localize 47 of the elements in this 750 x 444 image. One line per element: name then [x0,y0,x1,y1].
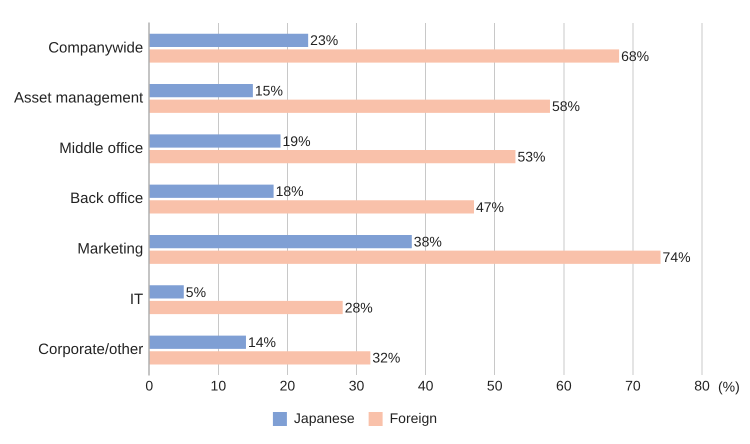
x-tick-label: 20 [280,377,296,394]
bar [150,234,412,248]
bar [150,300,343,314]
bar [150,49,620,63]
y-tick-label: Back office [70,190,144,208]
y-tick-label: Companywide [48,39,144,56]
data-label: 28% [344,299,373,316]
bar [150,184,274,198]
data-label: 47% [476,198,504,215]
x-tick-label: 40 [418,377,434,394]
y-tick-label: Asset management [14,90,144,107]
data-label: 14% [248,334,276,350]
x-tick-label: 60 [556,377,572,394]
bar [150,336,246,349]
data-label: 32% [372,350,400,366]
bar [150,351,370,364]
x-tick-label: 70 [625,377,641,394]
data-label: 15% [254,82,283,99]
x-axis-title: (%) [718,378,740,394]
bar [150,285,184,299]
x-tick-label: 30 [348,377,365,394]
data-label: 74% [662,249,691,266]
y-tick-label: Marketing [77,240,144,258]
y-tick-label: IT [130,290,144,308]
data-label: 38% [414,233,442,250]
data-label: 5% [186,284,206,300]
bar [150,134,281,148]
data-label: 18% [276,183,304,200]
data-label: 19% [282,132,311,149]
legend-label: Japanese [294,410,355,426]
bar [150,250,661,264]
data-label: 68% [621,48,650,64]
x-tick-label: 50 [486,377,503,394]
bar [150,84,253,98]
legend-label: Foreign [390,410,438,426]
data-label: 58% [552,98,580,114]
bar [150,100,550,113]
y-tick-label: Middle office [59,140,144,157]
bar [150,34,308,47]
y-tick-label: Corporate/other [38,341,144,358]
bar [150,150,516,164]
x-tick-label: 80 [694,377,710,394]
x-tick-label: 10 [210,377,226,394]
bar [150,200,474,214]
data-label: 23% [310,32,338,48]
x-tick-label: 0 [145,377,154,394]
data-label: 53% [517,148,546,164]
